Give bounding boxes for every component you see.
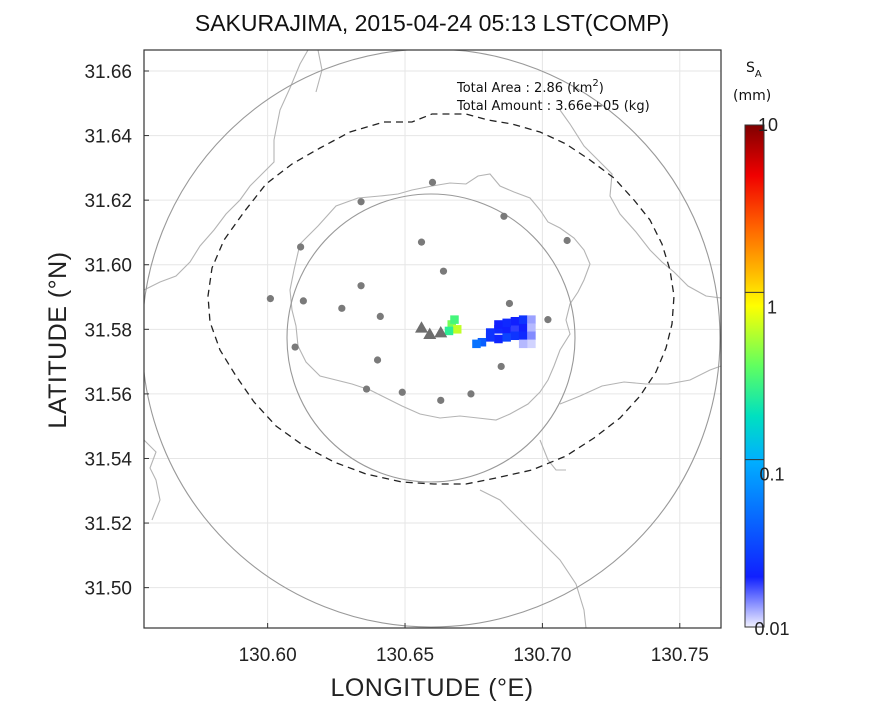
colorbar: SA (mm) 10 1 0.1 0.01: [733, 60, 790, 639]
y-tick-label: 31.52: [84, 514, 132, 535]
y-axis-ticks: 31.50 31.52 31.54 31.56 31.58 31.60 31.62 31.64…: [84, 62, 149, 600]
station-marker: [505, 299, 514, 308]
x-axis-ticks: 130.60 130.65 130.70 130.75: [239, 623, 709, 666]
ash-cell: [518, 315, 528, 324]
y-tick-label: 31.66: [84, 62, 132, 83]
x-tick-label: 130.70: [513, 645, 571, 666]
ash-cell: [527, 323, 536, 332]
station-marker: [299, 297, 307, 305]
ash-cell: [502, 325, 511, 334]
total-area-sup: 2: [592, 78, 598, 89]
ash-cell: [510, 323, 520, 332]
ash-cell: [502, 333, 511, 342]
y-tick-label: 31.54: [84, 449, 132, 470]
y-tick-label: 31.60: [84, 256, 132, 277]
colorbar-gradient: [744, 124, 765, 628]
station-marker: [266, 295, 274, 303]
station-marker: [428, 178, 437, 186]
total-area-annotation: Total Area : 2.86 (km2): [456, 78, 604, 96]
colorbar-ticks: 10 1 0.1 0.01: [745, 115, 790, 639]
station-marker: [362, 385, 371, 393]
observation-stations: [266, 178, 571, 404]
plot-frame: [143, 49, 722, 629]
station-marker: [373, 356, 382, 364]
ash-cell: [510, 331, 520, 341]
ash-cell: [444, 326, 454, 336]
station-marker: [357, 282, 365, 290]
colorbar-tick-label: 1: [767, 297, 777, 317]
x-tick-label: 130.60: [239, 645, 297, 666]
ash-cell: [502, 318, 511, 328]
station-marker: [439, 267, 448, 275]
station-marker: [398, 388, 406, 396]
y-tick-label: 31.62: [84, 191, 132, 212]
colorbar-unit: (mm): [733, 88, 771, 104]
colorbar-tick-label: 0.01: [754, 619, 789, 639]
station-marker: [291, 343, 299, 351]
ash-cell: [518, 331, 528, 341]
station-marker: [500, 212, 508, 220]
range-circle-outer: [144, 50, 721, 628]
station-marker: [376, 312, 384, 320]
station-marker: [544, 316, 552, 324]
ash-cell: [452, 325, 462, 334]
vent-marker: [434, 326, 448, 338]
total-area-text: Total Area : 2.86 (km: [456, 81, 592, 96]
station-marker: [297, 243, 305, 251]
ash-deposit-cells: [444, 315, 536, 349]
ash-cell: [485, 328, 495, 337]
vent-marker: [415, 321, 429, 333]
ash-cell: [472, 339, 481, 349]
chart-title: SAKURAJIMA, 2015-04-24 05:13 LST(COMP): [195, 10, 669, 36]
ash-cell: [518, 323, 528, 332]
station-marker: [357, 198, 365, 206]
ash-cell: [450, 315, 459, 324]
grid: [144, 50, 721, 628]
colorbar-tick-label: 0.1: [759, 465, 784, 485]
ash-cell: [518, 339, 528, 349]
colorbar-tick-label: 10: [758, 115, 778, 135]
station-marker: [417, 238, 426, 246]
station-marker: [338, 304, 346, 312]
y-tick-label: 31.58: [84, 320, 132, 341]
station-marker: [437, 396, 445, 404]
range-circle-inner: [286, 193, 576, 483]
ash-cell: [477, 337, 487, 347]
ash-cell: [494, 334, 503, 344]
volcano-vents: [415, 321, 448, 340]
y-tick-label: 31.64: [84, 127, 132, 148]
colorbar-title: SA: [746, 60, 762, 80]
coastline-island: [289, 173, 591, 421]
ash-cell: [527, 331, 536, 341]
total-area-close: ): [599, 81, 604, 96]
dashed-contour: [207, 113, 675, 485]
colorbar-title-sub: A: [755, 69, 762, 80]
ash-cell: [447, 320, 456, 329]
ash-cell: [510, 316, 520, 326]
ash-cell: [494, 325, 503, 334]
y-tick-label: 31.56: [84, 385, 132, 406]
coastline-south: [144, 365, 721, 628]
station-marker: [467, 390, 475, 398]
ash-cell: [527, 315, 536, 324]
total-amount-annotation: Total Amount : 3.66e+05 (kg): [456, 99, 650, 114]
x-tick-label: 130.75: [651, 645, 709, 666]
ash-cell: [485, 333, 495, 342]
ash-cell: [527, 339, 536, 349]
x-axis-label: LONGITUDE (°E): [330, 674, 533, 702]
y-tick-label: 31.50: [84, 579, 132, 600]
ash-cell: [494, 320, 503, 329]
y-axis-label: LATITUDE (°N): [44, 251, 72, 428]
colorbar-title-main: S: [746, 60, 755, 76]
station-marker: [497, 362, 505, 371]
plot-area: [143, 49, 722, 629]
vent-marker: [423, 327, 437, 340]
x-tick-label: 130.65: [376, 645, 434, 666]
station-marker: [563, 236, 571, 245]
